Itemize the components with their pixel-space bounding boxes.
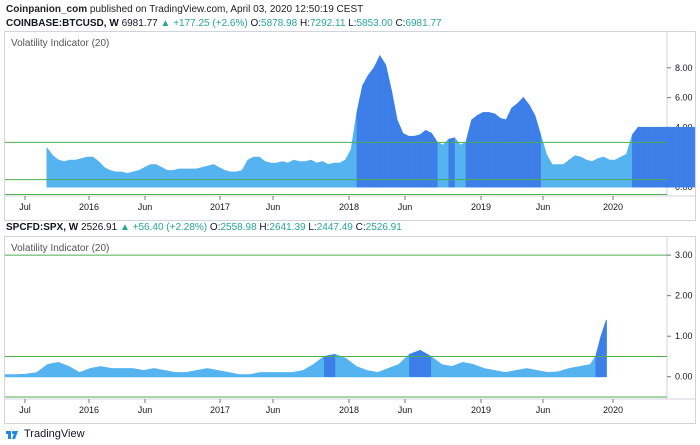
volatility-high-segment [672, 127, 679, 188]
top-change: +177.25 (+2.6%) [173, 18, 248, 29]
top-high: 7292.11 [309, 18, 346, 29]
bottom-indicator-title: Volatility Indicator (20) [11, 243, 110, 254]
volatility-high-segment [637, 127, 645, 188]
x-tick-label: 2017 [210, 202, 230, 212]
y-tick-label: 2.00 [675, 291, 693, 301]
x-tick-label: Jun [266, 405, 281, 415]
volatility-high-segment [488, 112, 495, 188]
volatility-high-segment [683, 127, 691, 188]
x-tick-label: Jun [398, 405, 413, 415]
author-name: Coinpanion_com [6, 4, 88, 15]
bottom-change: +56.40 (+2.28%) [132, 222, 208, 233]
x-tick-label: 2016 [79, 202, 99, 212]
volatility-high-segment [356, 85, 363, 188]
top-symbol[interactable]: COINBASE:BTCUSD, W [6, 18, 119, 29]
y-tick-label: 6.00 [675, 93, 693, 103]
x-tick-label: 2018 [339, 202, 359, 212]
x-tick-label: 2016 [79, 405, 99, 415]
up-arrow-icon: ▲ [160, 18, 171, 29]
bottom-high: 2641.39 [269, 222, 306, 233]
top-legend: COINBASE:BTCUSD, W 6981.77 ▲ +177.25 (+2… [6, 18, 442, 29]
volatility-high-segment [494, 113, 501, 188]
volatility-high-segment [448, 137, 455, 188]
volatility-high-segment [362, 75, 369, 188]
up-arrow-icon: ▲ [119, 222, 130, 233]
bottom-chart[interactable]: 3.00 2.00 1.00 0.00 Jul 2016 Jun 2017 Jun 2018 Jun… [4, 237, 695, 423]
top-price: 6981.77 [121, 18, 158, 29]
tradingview-brand: TradingView [24, 428, 85, 440]
bottom-close: 2526.91 [365, 222, 402, 233]
x-tick-label: Jul [19, 202, 31, 212]
top-chart-panel[interactable]: Volatility Indicator (20) 8.006.004.002.… [4, 31, 700, 221]
x-tick-label: Jun [138, 405, 153, 415]
x-tick-label: Jun [536, 202, 551, 212]
x-tick-label: Jul [19, 405, 31, 415]
volatility-high-segment [471, 114, 478, 188]
volatility-high-segment [402, 132, 409, 188]
volatility-high-segment [425, 129, 432, 188]
volatility-high-segment [655, 127, 662, 188]
x-tick-label: Jun [266, 202, 281, 212]
bottom-chart-panel[interactable]: Volatility Indicator (20) 3.00 2.00 1.00 0.… [4, 236, 696, 424]
x-tick-label: Jun [398, 202, 413, 212]
tradingview-logo-icon [6, 430, 18, 439]
top-open: 5878.98 [261, 18, 298, 29]
bottom-symbol[interactable]: SPCFD:SPX, W [6, 222, 79, 233]
top-low: 5853.00 [356, 18, 393, 29]
volatility-high-segment [385, 64, 392, 188]
bottom-price: 2526.91 [81, 222, 118, 233]
volatility-high-segment [632, 126, 639, 188]
volatility-high-segment [505, 107, 513, 188]
volatility-high-segment [465, 119, 472, 188]
volatility-high-segment [482, 112, 490, 188]
y-tick-label: 0.00 [675, 372, 693, 382]
published-text: published on TradingView.com, April 03, … [89, 4, 364, 15]
volatility-high-segment [431, 132, 438, 188]
volatility-high-segment [678, 127, 685, 188]
volatility-high-segment [373, 55, 381, 188]
volatility-high-segment [477, 112, 484, 188]
top-chart[interactable]: 8.006.004.002.000.00Jul2016Jun2017Jun201… [5, 32, 700, 220]
y-tick-label: 8.00 [675, 63, 693, 73]
volatility-high-segment [419, 129, 427, 188]
x-tick-label: 2017 [210, 405, 230, 415]
x-tick-label: Jun [536, 405, 551, 415]
volatility-high-segment [324, 354, 336, 378]
volatility-high-segment [368, 66, 375, 188]
bottom-open: 2558.98 [220, 222, 257, 233]
volatility-area [4, 319, 607, 378]
volatility-high-segment [600, 319, 607, 378]
volatility-high-segment [660, 127, 668, 188]
volatility-high-segment [689, 127, 696, 188]
top-close: 6981.77 [405, 18, 442, 29]
volatility-high-segment [391, 90, 398, 188]
x-tick-label: 2020 [603, 202, 623, 212]
top-indicator-title: Volatility Indicator (20) [11, 38, 110, 49]
volatility-high-segment [649, 127, 656, 188]
volatility-high-segment [534, 115, 541, 188]
y-tick-label: 1.00 [675, 331, 693, 341]
x-tick-label: Jun [138, 202, 153, 212]
bottom-low: 2447.49 [316, 222, 353, 233]
volatility-high-segment [643, 127, 650, 188]
volatility-high-segment [511, 102, 518, 188]
volatility-high-segment [528, 104, 536, 188]
bottom-legend: SPCFD:SPX, W 2526.91 ▲ +56.40 (+2.28%) O… [6, 222, 402, 233]
y-tick-label: 3.00 [675, 250, 693, 260]
tradingview-footer[interactable]: TradingView [6, 428, 85, 440]
x-tick-label: 2019 [471, 405, 491, 415]
volatility-high-segment [379, 54, 386, 188]
x-tick-label: 2019 [471, 202, 491, 212]
x-tick-label: 2020 [603, 405, 623, 415]
volatility-high-segment [396, 119, 404, 188]
volatility-high-segment [409, 349, 421, 378]
volatility-high-segment [419, 349, 432, 378]
volatility-high-segment [500, 118, 507, 188]
x-tick-label: 2018 [339, 405, 359, 415]
volatility-high-segment [666, 127, 673, 188]
published-line: Coinpanion_com published on TradingView.… [6, 4, 363, 15]
